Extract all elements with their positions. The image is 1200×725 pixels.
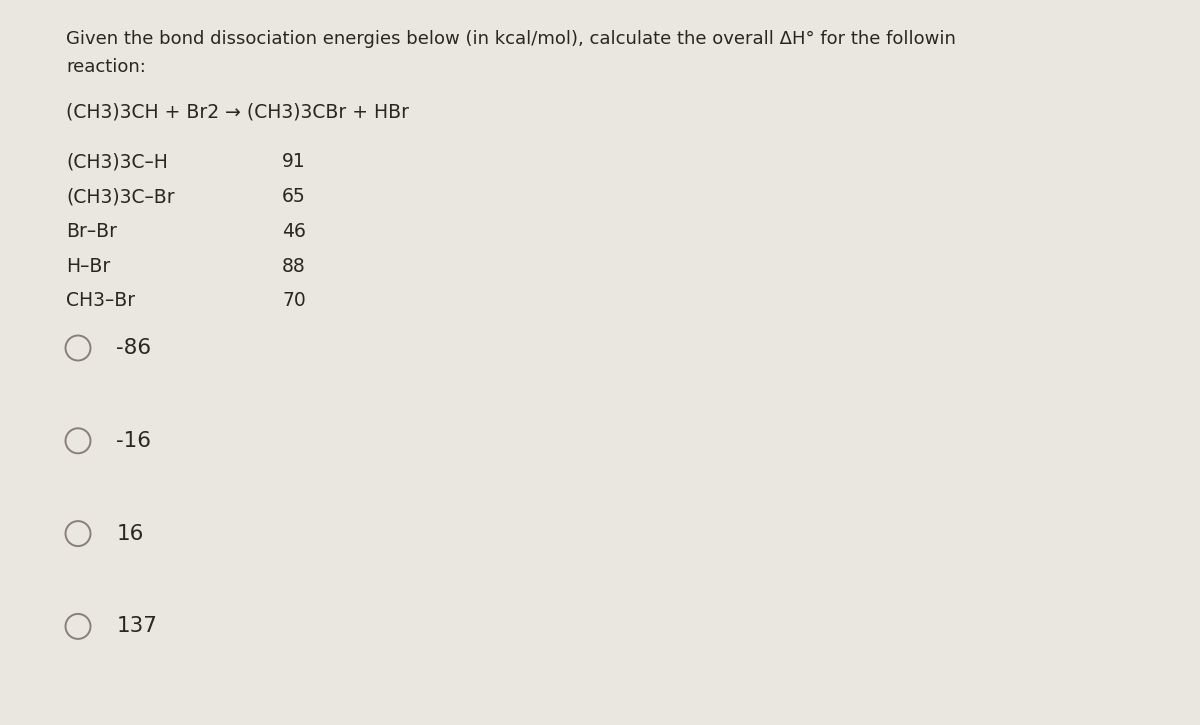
Text: 65: 65 bbox=[282, 187, 306, 206]
Text: Given the bond dissociation energies below (in kcal/mol), calculate the overall : Given the bond dissociation energies bel… bbox=[66, 30, 956, 49]
Text: (CH3)3C–H: (CH3)3C–H bbox=[66, 152, 168, 171]
Text: 16: 16 bbox=[116, 523, 144, 544]
Text: (CH3)3C–Br: (CH3)3C–Br bbox=[66, 187, 175, 206]
Text: reaction:: reaction: bbox=[66, 58, 146, 76]
Text: CH3–Br: CH3–Br bbox=[66, 291, 136, 310]
Text: (CH3)3CH + Br2 → (CH3)3CBr + HBr: (CH3)3CH + Br2 → (CH3)3CBr + HBr bbox=[66, 103, 409, 122]
Text: 137: 137 bbox=[116, 616, 157, 637]
Text: Br–Br: Br–Br bbox=[66, 222, 118, 241]
Text: -86: -86 bbox=[116, 338, 151, 358]
Text: -16: -16 bbox=[116, 431, 151, 451]
Text: 46: 46 bbox=[282, 222, 306, 241]
Text: 91: 91 bbox=[282, 152, 306, 171]
Text: H–Br: H–Br bbox=[66, 257, 110, 276]
Text: 70: 70 bbox=[282, 291, 306, 310]
Text: 88: 88 bbox=[282, 257, 306, 276]
